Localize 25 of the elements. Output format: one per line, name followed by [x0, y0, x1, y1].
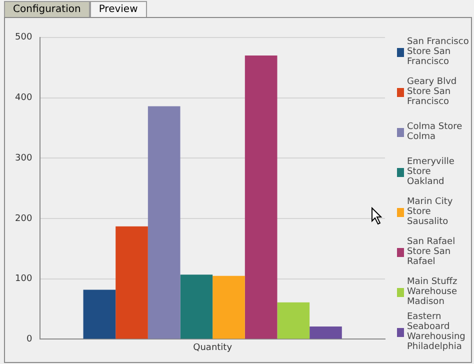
bar: [148, 106, 180, 339]
x-tick-label: Quantity: [193, 342, 233, 353]
bar: [212, 276, 245, 339]
legend-label: Marin City Store Sausalito: [407, 197, 454, 227]
bar: [83, 290, 116, 339]
bar: [244, 56, 278, 339]
y-tick-label: 0: [26, 334, 32, 345]
text: Configuration: [4, 1, 90, 17]
legend-label: Eastern Seaboard Warehousing Philadelphia: [407, 312, 466, 352]
legend-label: Geary Blvd Store San Francisco: [407, 77, 458, 107]
y-tick-label: 100: [14, 274, 32, 284]
y-tick-label: 400: [14, 93, 32, 104]
legend-label: Colma Store Colma: [407, 122, 464, 142]
bar: [180, 274, 213, 339]
legend-label: Emeryville Store Oakland: [407, 157, 456, 187]
bar: [277, 302, 310, 339]
text: Preview: [90, 1, 147, 17]
bar: [310, 326, 342, 339]
legend-label: Main Stuffz Warehouse Madison: [407, 277, 458, 307]
y-tick-label: 200: [14, 214, 32, 224]
legend-label: San Francisco Store San Francisco: [407, 37, 469, 67]
y-tick-label: 300: [14, 153, 32, 164]
y-tick-label: 500: [14, 32, 32, 43]
legend-label: San Rafael Store San Rafael: [407, 237, 456, 267]
bar: [116, 226, 148, 339]
